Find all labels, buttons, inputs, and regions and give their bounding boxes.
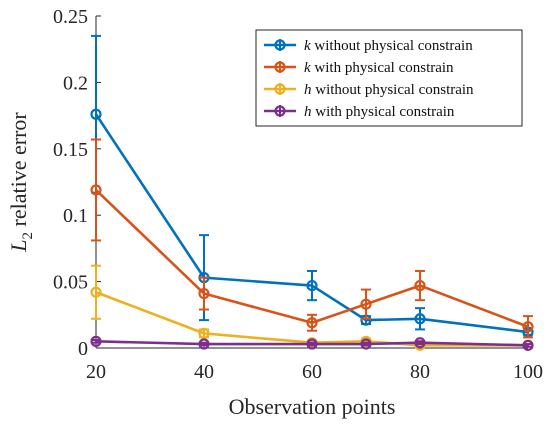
series-line [95, 340, 529, 347]
error-bar [523, 315, 533, 339]
y-tick-label: 0.1 [63, 205, 88, 227]
y-axis-label-rest: relative error [6, 112, 31, 232]
data-point [90, 335, 102, 347]
series-line [95, 291, 528, 347]
y-tick-label: 0.15 [53, 139, 88, 161]
x-tick-label: 100 [513, 361, 543, 383]
legend-item: h with physical constrain [264, 104, 455, 120]
error-bar [361, 288, 371, 320]
legend-label-variable: h [304, 82, 312, 98]
data-point [306, 338, 318, 350]
error-bar [307, 269, 317, 302]
data-point [198, 338, 210, 350]
legend-label: h with physical constrain [304, 104, 455, 120]
data-point [360, 338, 372, 350]
legend-label-text: with physical constrain [312, 104, 455, 120]
series-4 [90, 335, 534, 351]
legend-label-text: without physical constrain [312, 82, 475, 98]
error-bar [415, 269, 425, 302]
x-tick-label: 40 [194, 361, 214, 383]
y-axis-label-sub: 2 [20, 232, 36, 240]
legend-item: k with physical constrain [264, 60, 454, 76]
y-axis-label-main: L [6, 239, 31, 252]
data-point [90, 286, 102, 298]
error-bar [199, 276, 209, 311]
legend-item: k without physical constrain [264, 38, 473, 54]
y-tick-label: 0 [78, 338, 88, 360]
legend-item: h without physical constrain [264, 82, 474, 98]
data-point [90, 184, 102, 196]
data-point [198, 287, 210, 300]
x-tick-label: 20 [86, 361, 106, 383]
y-tick-label: 0.2 [63, 72, 88, 94]
legend-label-variable: k [304, 38, 311, 54]
series-layer [90, 34, 534, 351]
error-bar [415, 307, 425, 331]
x-axis-label: Observation points [229, 394, 396, 419]
data-point [306, 317, 318, 329]
error-bar [91, 138, 101, 242]
legend-marker [274, 39, 286, 51]
legend-label-variable: k [304, 60, 311, 76]
x-tick-label: 60 [302, 361, 322, 383]
y-tick-label: 0.05 [53, 272, 88, 294]
data-point [414, 337, 426, 349]
legend-label-text: without physical constrain [311, 38, 474, 54]
legend-label: h without physical constrain [304, 82, 474, 98]
data-point [414, 313, 426, 325]
data-point [522, 339, 534, 351]
series-line [94, 113, 529, 334]
y-axis-label: L2 relative error [6, 112, 36, 253]
series-2 [90, 138, 534, 339]
data-point [198, 327, 210, 339]
y-tick-label: 0.25 [53, 6, 88, 28]
legend-label: k with physical constrain [304, 60, 454, 76]
legend-label: k without physical constrain [304, 38, 473, 54]
x-tick-label: 80 [410, 361, 430, 383]
legend-label-variable: h [304, 104, 312, 120]
data-point [306, 279, 318, 292]
data-point [414, 279, 426, 292]
error-bar [91, 264, 101, 320]
legend-marker [274, 61, 286, 73]
data-point [90, 108, 102, 120]
legend-label-text: with physical constrain [311, 60, 454, 76]
data-point [360, 298, 372, 310]
axes: 20 40 60 80 100 0 0.05 0.1 0.15 0.2 0.25 [53, 6, 543, 383]
legend-marker [274, 105, 286, 117]
legend-box [255, 29, 523, 127]
legend-marker [274, 83, 286, 95]
series-line [95, 189, 529, 328]
data-point [522, 321, 534, 333]
